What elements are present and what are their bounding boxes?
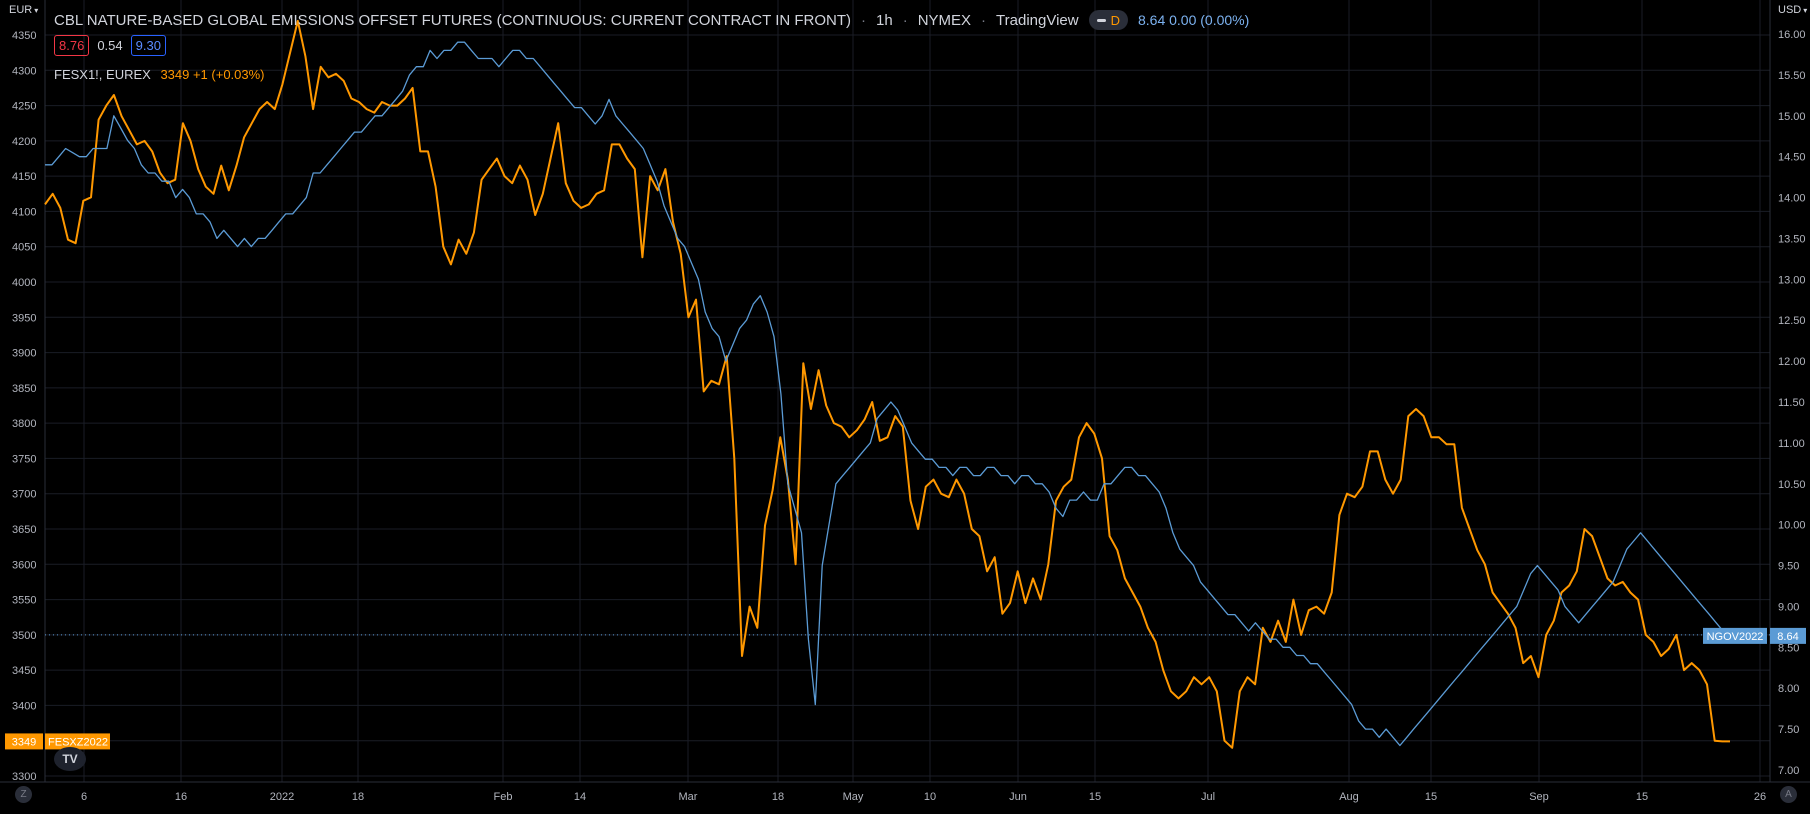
time-axis: 6 16 2022 18 Feb 14 Mar 18 May 10 Jun 15 Jul Aug 15 Sep…: [81, 791, 1766, 803]
right-currency-selector[interactable]: USD ▾: [1778, 4, 1808, 16]
compare-value: 3349 +1 (+0.03%): [160, 67, 265, 82]
left-axis-tick: 3600: [12, 559, 36, 571]
left-price-badge: [5, 733, 43, 750]
time-axis-tick: 6: [81, 791, 87, 803]
right-axis-tick: 10.00: [1778, 520, 1806, 532]
right-badge-symbol: NGOV2022: [1707, 631, 1764, 643]
left-badge-symbol-box: [45, 733, 110, 750]
time-axis-tick: Feb: [494, 791, 513, 803]
right-axis-tick: 11.00: [1778, 438, 1805, 450]
left-axis-tick: 3650: [12, 524, 36, 536]
spread-value: 0.54: [97, 38, 123, 53]
title-price: 8.64 0.00 (0.00%): [1137, 12, 1250, 28]
zoom-button[interactable]: Z: [15, 786, 32, 803]
left-price-axis: 3300335034003450350035503600365037003750…: [12, 30, 36, 783]
right-axis-tick: 16.00: [1778, 29, 1806, 41]
time-axis-tick: 15: [1425, 791, 1437, 803]
time-axis-tick: Mar: [679, 791, 698, 803]
right-axis-tick: 15.50: [1778, 70, 1806, 82]
left-currency-selector[interactable]: EUR ▾: [9, 4, 39, 16]
time-axis-tick: 26: [1754, 791, 1766, 803]
time-axis-tick: May: [843, 791, 864, 803]
right-axis-tick: 12.50: [1778, 315, 1806, 327]
left-axis-tick: 3800: [12, 418, 36, 430]
right-axis-tick: 8.00: [1778, 683, 1799, 695]
time-axis-tick: 15: [1636, 791, 1648, 803]
minus-icon: [1096, 18, 1106, 22]
chart-title: CBL NATURE-BASED GLOBAL EMISSIONS OFFSET…: [54, 11, 852, 29]
right-axis-tick: 14.00: [1778, 193, 1806, 205]
time-axis-tick: 18: [352, 791, 364, 803]
right-axis-tick: 10.50: [1778, 479, 1806, 491]
left-axis-tick: 3950: [12, 312, 36, 324]
sell-price-box[interactable]: 8.76: [54, 35, 90, 56]
compare-series-legend[interactable]: FESX1!, EUREX 3349 +1 (+0.03%): [54, 67, 265, 82]
time-axis-tick: Jun: [1009, 791, 1027, 803]
plot-area: [45, 0, 1770, 782]
right-axis-tick: 14.50: [1778, 152, 1806, 164]
ohlc-values: 8.76 0.54 9.30: [54, 35, 166, 56]
right-axis-tick: 9.50: [1778, 561, 1799, 573]
time-axis-tick: Sep: [1529, 791, 1549, 803]
time-axis-tick: 2022: [270, 791, 294, 803]
compare-symbol: FESX1!, EUREX: [54, 67, 151, 82]
left-axis-tick: 4000: [12, 277, 36, 289]
buy-price-box[interactable]: 9.30: [130, 35, 166, 56]
chevron-down-icon: ▾: [1803, 5, 1808, 15]
right-axis-tick: 9.00: [1778, 601, 1799, 613]
series-line-ngov2022: [45, 41, 1731, 747]
left-axis-tick: 3750: [12, 453, 36, 465]
time-axis-tick: 16: [175, 791, 187, 803]
chart-interval[interactable]: 1h: [876, 11, 893, 29]
left-axis-tick: 4150: [12, 171, 36, 183]
time-axis-tick: 14: [574, 791, 586, 803]
right-price-badge: [1770, 627, 1806, 644]
time-axis-tick: Jul: [1201, 791, 1215, 803]
left-axis-tick: 4300: [12, 65, 36, 77]
chart-exchange: NYMEX: [917, 11, 972, 29]
series-lines: [44, 19, 1731, 749]
left-axis-tick: 3450: [12, 665, 36, 677]
left-axis-tick: 3700: [12, 489, 36, 501]
right-axis-tick: 15.00: [1778, 111, 1806, 123]
time-axis-tick: 15: [1089, 791, 1101, 803]
left-axis-tick: 3850: [12, 383, 36, 395]
left-axis-tick: 3900: [12, 348, 36, 360]
left-axis-tick: 4200: [12, 136, 36, 148]
left-axis-tick: 4100: [12, 206, 36, 218]
chart-source: TradingView: [996, 11, 1079, 29]
time-axis-tick: 18: [772, 791, 784, 803]
right-axis-tick: 11.50: [1778, 397, 1805, 409]
right-axis-tick: 7.50: [1778, 724, 1799, 736]
left-axis-tick: 4350: [12, 30, 36, 42]
left-axis-tick: 3550: [12, 595, 36, 607]
chart-title-bar: CBL NATURE-BASED GLOBAL EMISSIONS OFFSET…: [54, 10, 1250, 30]
right-badge-value: 8.64: [1777, 631, 1798, 643]
time-axis-tick: Aug: [1339, 791, 1359, 803]
right-axis-tick: 13.50: [1778, 233, 1806, 245]
right-axis-tick: 13.00: [1778, 274, 1806, 286]
left-axis-tick: 3500: [12, 630, 36, 642]
right-badge-symbol-box: [1703, 627, 1767, 644]
delayed-badge[interactable]: D: [1088, 10, 1128, 30]
left-axis-tick: 4250: [12, 101, 36, 113]
left-badge-symbol: FESXZ2022: [48, 736, 108, 748]
left-axis-tick: 4050: [12, 242, 36, 254]
left-axis-tick: 3400: [12, 700, 36, 712]
series-line-fesx1-eurex: [44, 19, 1730, 749]
right-axis-tick: 8.50: [1778, 642, 1799, 654]
left-axis-tick: 3300: [12, 771, 36, 783]
price-badges: 3349 FESXZ2022 NGOV2022 8.64: [5, 627, 1806, 750]
right-axis-tick: 7.00: [1778, 765, 1799, 777]
auto-scale-button[interactable]: A: [1780, 786, 1797, 803]
right-price-axis: 7.00 7.50 8.00 8.50 9.00 9.50 10.00 10.50 11.00 1…: [1778, 29, 1806, 777]
time-axis-tick: 10: [924, 791, 936, 803]
right-axis-tick: 12.00: [1778, 356, 1806, 368]
tradingview-logo: TV: [54, 747, 86, 771]
grid-lines: [0, 0, 1810, 783]
chevron-down-icon: ▾: [34, 5, 39, 15]
left-badge-value: 3349: [12, 736, 36, 748]
